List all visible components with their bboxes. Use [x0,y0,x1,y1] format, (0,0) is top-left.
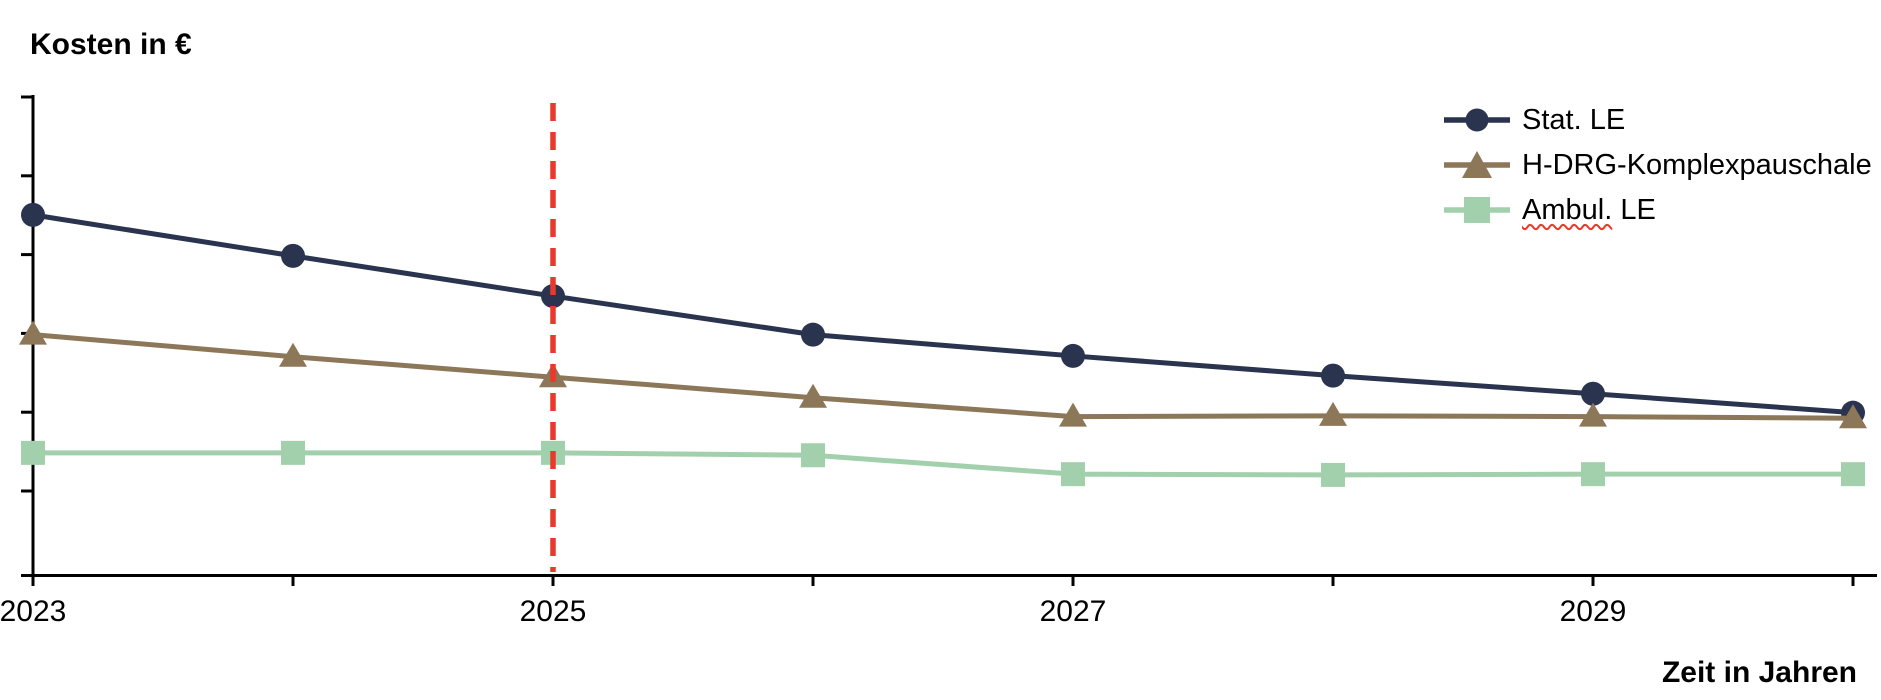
marker-square-ambul-le [21,440,45,465]
legend-label-ambul-le: Ambul. LE [1522,194,1656,227]
marker-triangle-h-drg-komplexpauschale [799,383,827,408]
marker-triangle-h-drg-komplexpauschale [19,320,47,345]
marker-circle-stat-le [1061,343,1085,368]
circle-marker-icon [1465,108,1489,132]
legend-label-rest-part: LE [1612,193,1656,226]
marker-square-ambul-le [281,440,305,465]
legend-item-ambul-le: Ambul. LE [1441,194,1872,226]
x-axis-title: Zeit in Jahren [1661,656,1857,689]
marker-circle-stat-le [281,243,305,268]
marker-circle-stat-le [21,202,45,227]
series-line-stat-le [32,212,1854,416]
marker-circle-stat-le [801,322,825,347]
triangle-marker-icon [1462,151,1492,178]
series-line-h-drg-komplexpauschale [32,332,1854,421]
legend-label-misspelled-part: Ambul. [1522,193,1613,226]
square-marker-icon [1464,197,1490,223]
marker-circle-stat-le [541,284,565,309]
legend: Stat. LE H-DRG-Komplexpauschale Ambul. L… [1441,104,1872,226]
x-axis-tick-label: 2029 [1560,595,1627,628]
marker-triangle-h-drg-komplexpauschale [1059,402,1087,427]
x-axis-tick-label: 2023 [0,595,66,628]
legend-label-h-drg: H-DRG-Komplexpauschale [1522,148,1872,181]
legend-label-stat-le: Stat. LE [1522,103,1626,136]
marker-circle-stat-le [1581,381,1605,406]
marker-triangle-h-drg-komplexpauschale [1839,404,1867,429]
legend-marker-square [1444,197,1510,223]
marker-square-ambul-le [1321,462,1345,487]
legend-marker-triangle [1444,151,1510,178]
legend-marker-circle [1444,108,1510,132]
x-axis-tick-label: 2027 [1040,595,1107,628]
marker-square-ambul-le [801,443,825,468]
marker-square-ambul-le [1061,462,1085,487]
series-line-ambul-le [33,450,1853,478]
x-axis-tick-label: 2025 [520,595,587,628]
plot-area: 2023 2025 2027 2029 [0,95,1867,628]
marker-square-ambul-le [1581,462,1605,487]
legend-item-stat-le: Stat. LE [1441,104,1872,136]
marker-triangle-h-drg-komplexpauschale [279,342,307,367]
marker-circle-stat-le [1321,363,1345,388]
marker-square-ambul-le [1841,462,1865,487]
marker-triangle-h-drg-komplexpauschale [1319,401,1347,426]
marker-triangle-h-drg-komplexpauschale [1579,402,1607,427]
y-axis-title: Kosten in € [30,28,192,61]
legend-item-h-drg: H-DRG-Komplexpauschale [1441,149,1872,181]
